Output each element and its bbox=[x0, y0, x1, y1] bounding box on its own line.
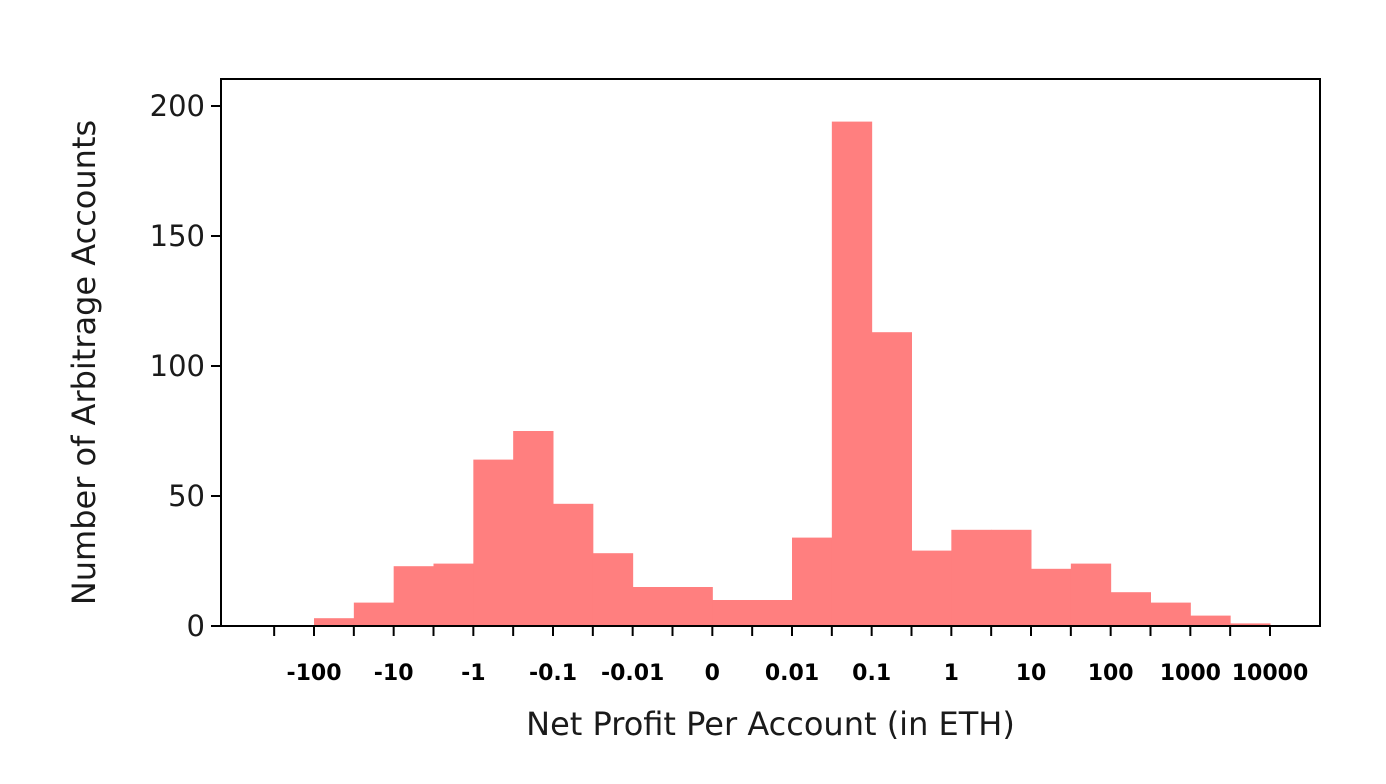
histogram-bars bbox=[314, 121, 1271, 626]
x-tick-label: -0.01 bbox=[601, 661, 664, 686]
histogram-bar bbox=[473, 459, 514, 626]
x-tick-label: 10 bbox=[1016, 661, 1047, 686]
y-tick-label: 50 bbox=[168, 479, 205, 513]
x-tick-label: -100 bbox=[286, 661, 341, 686]
histogram-bar bbox=[951, 529, 992, 626]
histogram-bar bbox=[871, 332, 912, 626]
x-axis-ticks: -100 -10 -1 -0.1 -0.01 0 0.01 0.1 1 10 100 1000 1000… bbox=[273, 626, 1309, 686]
histogram-bar bbox=[553, 503, 594, 626]
x-axis-label: Net Profit Per Account (in ETH) bbox=[526, 705, 1015, 743]
histogram-bar bbox=[831, 121, 873, 626]
histogram-bar bbox=[712, 600, 793, 626]
x-tick-label: 0 bbox=[705, 661, 720, 686]
y-tick-label: 0 bbox=[187, 609, 205, 643]
y-axis-ticks: 0 50 100 150 200 bbox=[150, 89, 221, 643]
histogram-bar bbox=[1190, 615, 1231, 626]
histogram-bar bbox=[433, 563, 474, 626]
histogram-bar bbox=[353, 602, 395, 626]
x-tick-label: 10000 bbox=[1232, 661, 1309, 686]
x-tick-label: 1 bbox=[944, 661, 959, 686]
histogram-bar bbox=[1031, 568, 1072, 626]
histogram-bar bbox=[592, 553, 634, 626]
y-tick-label: 200 bbox=[150, 89, 205, 123]
histogram-bar bbox=[991, 529, 1032, 626]
x-tick-label: 0.01 bbox=[765, 661, 819, 686]
histogram-bar bbox=[513, 431, 554, 626]
histogram-bar bbox=[1070, 563, 1112, 626]
histogram-bar bbox=[911, 550, 952, 626]
histogram-bar bbox=[393, 566, 434, 626]
plot-area-frame bbox=[220, 78, 1321, 627]
x-tick-label: -10 bbox=[374, 661, 414, 686]
histogram-bar bbox=[1150, 602, 1191, 626]
histogram-bar bbox=[792, 537, 833, 626]
histogram-bar bbox=[314, 618, 355, 626]
x-tick-label: -0.1 bbox=[529, 661, 577, 686]
histogram-bar bbox=[1230, 623, 1271, 626]
y-tick-label: 150 bbox=[150, 219, 205, 253]
histogram-bar bbox=[1110, 592, 1151, 626]
y-axis-label: Number of Arbitrage Accounts bbox=[65, 120, 103, 605]
histogram-bar bbox=[632, 587, 713, 626]
x-tick-label: 100 bbox=[1088, 661, 1134, 686]
x-tick-label: 0.1 bbox=[852, 661, 891, 686]
y-tick-label: 100 bbox=[150, 349, 205, 383]
x-tick-label: 1000 bbox=[1160, 661, 1221, 686]
x-tick-label: -1 bbox=[461, 661, 485, 686]
